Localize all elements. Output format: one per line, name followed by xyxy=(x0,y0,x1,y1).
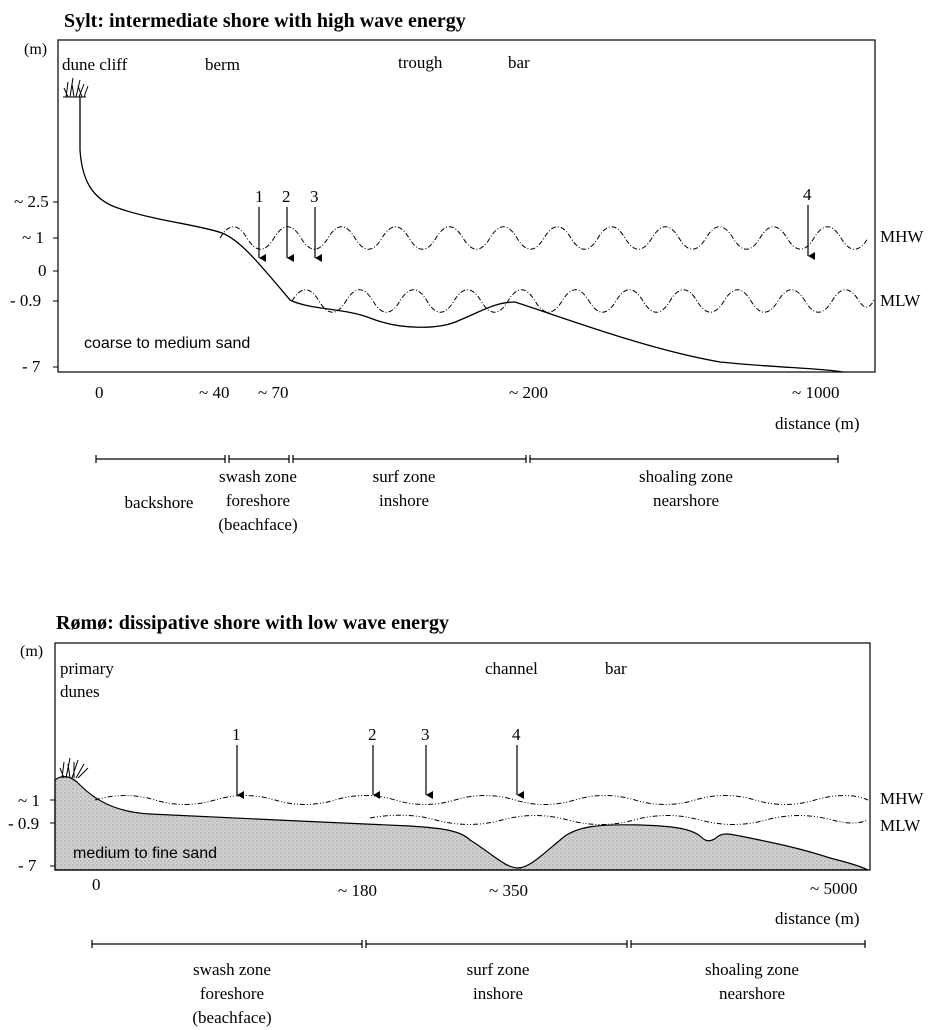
romo-zone-swash: swash zone xyxy=(193,960,271,979)
romo-marker-label: 2 xyxy=(368,725,377,744)
sylt-x-tick: ~ 70 xyxy=(258,383,288,402)
sylt-zone-backshore: backshore xyxy=(125,493,194,512)
romo-x-axis: 0 ~ 180 ~ 350 ~ 5000 distance (m) xyxy=(92,875,860,928)
sylt-unit-label: (m) xyxy=(24,41,47,58)
sylt-y-tick: ~ 2.5 xyxy=(14,192,49,211)
sylt-sediment-label: coarse to medium sand xyxy=(84,335,250,352)
romo-x-tick: ~ 5000 xyxy=(810,879,857,898)
sylt-x-tick: ~ 1000 xyxy=(792,383,839,402)
romo-x-tick: ~ 350 xyxy=(489,881,528,900)
sylt-zone-surf: surf zone xyxy=(373,467,436,486)
sylt-label-bar: bar xyxy=(508,53,530,72)
romo-zone-foreshore: foreshore xyxy=(200,984,264,1003)
romo-markers: 1 2 3 4 xyxy=(232,725,524,799)
sylt-marker-label: 4 xyxy=(803,185,812,204)
romo-marker-label: 1 xyxy=(232,725,241,744)
romo-label-dunes: dunes xyxy=(60,682,100,701)
romo-marker-label: 4 xyxy=(512,725,521,744)
romo-sand-body xyxy=(54,775,869,871)
sylt-mlw-label: MLW xyxy=(880,291,921,310)
romo-dune-grass-icon xyxy=(59,757,89,779)
romo-frame xyxy=(54,642,871,871)
sylt-profile-line xyxy=(79,97,844,373)
romo-mlw-label: MLW xyxy=(880,816,921,835)
romo-label-channel: channel xyxy=(485,659,538,678)
sylt-y-tick: ~ 1 xyxy=(22,228,44,247)
sylt-zone-foreshore: foreshore xyxy=(226,491,290,510)
romo-zone-surf: surf zone xyxy=(467,960,530,979)
sylt-mlw-wave xyxy=(291,289,875,313)
romo-y-axis: ~ 1 - 0.9 - 7 xyxy=(8,791,55,875)
romo-marker-label: 3 xyxy=(421,725,430,744)
romo-zone-brackets xyxy=(91,940,866,948)
sylt-marker-label: 1 xyxy=(255,187,264,206)
romo-zone-beachface: (beachface) xyxy=(192,1008,271,1027)
sylt-x-tick: 0 xyxy=(95,383,104,402)
romo-zone-labels: swash zone foreshore (beachface) surf zo… xyxy=(192,960,799,1027)
sylt-label-dune-cliff: dune cliff xyxy=(62,55,128,74)
romo-sediment-label: medium to fine sand xyxy=(73,845,217,862)
sylt-x-tick: ~ 200 xyxy=(509,383,548,402)
sylt-marker-label: 3 xyxy=(310,187,319,206)
romo-zone-shoaling: shoaling zone xyxy=(705,960,799,979)
romo-label-bar: bar xyxy=(605,659,627,678)
romo-y-tick: - 7 xyxy=(18,856,37,875)
sylt-zone-swash: swash zone xyxy=(219,467,297,486)
romo-x-tick: 0 xyxy=(92,875,101,894)
romo-x-tick: ~ 180 xyxy=(338,881,377,900)
sylt-markers: 1 2 3 4 xyxy=(255,185,815,262)
romo-panel: Rømø: dissipative shore with low wave en… xyxy=(8,612,924,1027)
romo-label-primary: primary xyxy=(60,659,114,678)
sylt-x-axis: 0 ~ 40 ~ 70 ~ 200 ~ 1000 distance (m) xyxy=(95,383,860,433)
sylt-panel: Sylt: intermediate shore with high wave … xyxy=(10,10,924,534)
romo-mhw-wave xyxy=(94,795,869,805)
romo-y-tick: ~ 1 xyxy=(18,791,40,810)
sylt-mhw-wave xyxy=(219,226,869,250)
romo-zone-nearshore: nearshore xyxy=(719,984,785,1003)
sylt-zone-shoaling: shoaling zone xyxy=(639,467,733,486)
sylt-x-tick: ~ 40 xyxy=(199,383,229,402)
romo-unit-label: (m) xyxy=(20,643,43,660)
sylt-dune-grass-icon xyxy=(63,77,89,98)
romo-x-axis-label: distance (m) xyxy=(775,909,860,928)
sylt-zone-brackets xyxy=(95,455,839,463)
sylt-x-axis-label: distance (m) xyxy=(775,414,860,433)
sylt-zone-inshore: inshore xyxy=(379,491,429,510)
sylt-zone-nearshore: nearshore xyxy=(653,491,719,510)
sylt-zone-labels: backshore swash zone foreshore (beachfac… xyxy=(125,467,733,534)
sylt-y-axis: ~ 2.5 ~ 1 0 - 0.9 - 7 xyxy=(10,192,58,376)
sylt-y-tick: 0 xyxy=(38,261,47,280)
sylt-marker-label: 2 xyxy=(282,187,291,206)
romo-mlw-wave xyxy=(369,814,869,825)
sylt-mhw-label: MHW xyxy=(880,227,924,246)
sylt-y-tick: - 7 xyxy=(22,357,41,376)
romo-zone-inshore: inshore xyxy=(473,984,523,1003)
romo-mhw-label: MHW xyxy=(880,789,924,808)
sylt-frame xyxy=(57,39,876,373)
romo-y-tick: - 0.9 xyxy=(8,814,39,833)
sylt-title: Sylt: intermediate shore with high wave … xyxy=(64,10,466,32)
sylt-y-tick: - 0.9 xyxy=(10,291,41,310)
sylt-label-trough: trough xyxy=(398,53,443,72)
sylt-zone-beachface: (beachface) xyxy=(218,515,297,534)
sylt-label-berm: berm xyxy=(205,55,240,74)
romo-title: Rømø: dissipative shore with low wave en… xyxy=(56,612,449,634)
